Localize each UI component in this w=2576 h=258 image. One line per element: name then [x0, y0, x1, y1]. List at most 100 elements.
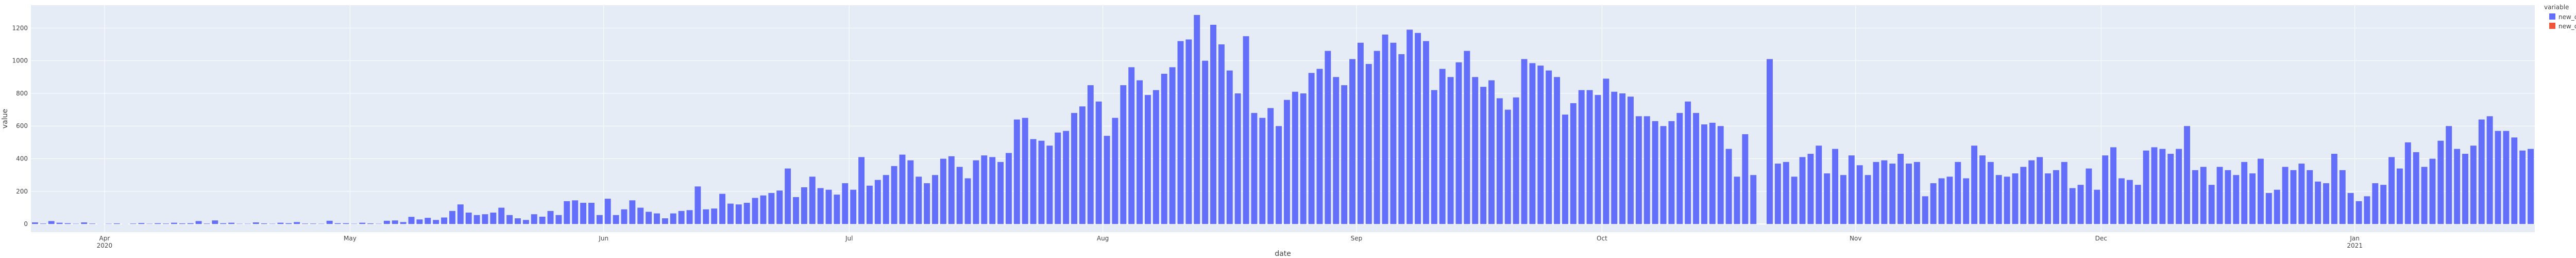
bar-new-cases[interactable] — [1161, 73, 1167, 224]
bar-new-cases[interactable] — [1267, 108, 1274, 224]
bar-new-cases[interactable] — [940, 158, 946, 224]
bar-new-cases[interactable] — [1079, 106, 1086, 224]
bar-new-cases[interactable] — [531, 214, 537, 224]
bar-new-cases[interactable] — [825, 189, 832, 224]
bar-new-cases[interactable] — [1799, 157, 1806, 224]
bar-new-cases[interactable] — [2404, 142, 2411, 224]
bar-new-cases[interactable] — [1660, 126, 1667, 224]
bar-new-cases[interactable] — [1562, 115, 1568, 224]
bar-new-cases[interactable] — [588, 203, 595, 224]
bar-new-cases[interactable] — [604, 199, 611, 224]
bar-new-cases[interactable] — [1120, 85, 1127, 224]
bar-new-cases[interactable] — [1128, 67, 1135, 224]
bar-new-cases[interactable] — [261, 223, 267, 224]
bar-new-cases[interactable] — [171, 222, 177, 224]
bar-new-cases[interactable] — [1464, 51, 1470, 224]
bar-new-cases[interactable] — [1455, 62, 1462, 224]
bar-new-cases[interactable] — [416, 219, 423, 224]
bar-new-cases[interactable] — [1185, 39, 1192, 224]
bar-new-cases[interactable] — [1226, 70, 1233, 224]
bar-new-cases[interactable] — [2012, 173, 2019, 224]
bar-new-cases[interactable] — [2470, 146, 2477, 224]
bar-new-cases[interactable] — [743, 203, 750, 224]
bar-new-cases[interactable] — [654, 213, 660, 224]
bar-new-cases[interactable] — [2061, 162, 2067, 224]
bar-new-cases[interactable] — [2037, 157, 2043, 224]
bar-new-cases[interactable] — [2159, 149, 2166, 224]
bar-new-cases[interactable] — [2004, 176, 2010, 224]
bar-new-cases[interactable] — [1496, 98, 1503, 224]
bar-new-cases[interactable] — [1513, 97, 1519, 224]
bar-new-cases[interactable] — [2478, 119, 2485, 224]
bar-new-cases[interactable] — [858, 157, 865, 224]
bar-new-cases[interactable] — [2413, 152, 2419, 224]
bar-new-cases[interactable] — [1546, 70, 1552, 224]
bar-new-cases[interactable] — [367, 223, 374, 224]
bar-new-cases[interactable] — [441, 217, 448, 224]
bar-new-cases[interactable] — [1922, 196, 1928, 224]
bar-new-cases[interactable] — [1906, 164, 1912, 224]
bar-new-cases[interactable] — [727, 203, 734, 224]
bar-new-cases[interactable] — [924, 183, 930, 224]
bar-new-cases[interactable] — [490, 213, 497, 224]
bar-new-cases[interactable] — [1889, 164, 1896, 224]
bar-new-cases[interactable] — [621, 209, 628, 224]
bar-new-cases[interactable] — [2462, 154, 2468, 224]
bar-new-cases[interactable] — [155, 223, 161, 224]
bar-new-cases[interactable] — [1554, 77, 1561, 224]
bar-new-cases[interactable] — [2192, 170, 2198, 224]
bar-new-cases[interactable] — [498, 207, 505, 224]
bar-new-cases[interactable] — [964, 178, 971, 224]
bar-new-cases[interactable] — [1276, 126, 1282, 224]
bar-new-cases[interactable] — [2396, 168, 2403, 224]
bar-new-cases[interactable] — [302, 223, 309, 224]
bar-new-cases[interactable] — [1783, 162, 1789, 224]
bar-new-cases[interactable] — [580, 203, 587, 224]
bar-new-cases[interactable] — [310, 223, 316, 224]
bar-new-cases[interactable] — [383, 220, 390, 224]
bar-new-cases[interactable] — [1938, 178, 1945, 224]
bar-new-cases[interactable] — [1824, 173, 1831, 224]
bar-new-cases[interactable] — [220, 223, 227, 224]
bar-new-cases[interactable] — [1840, 175, 1846, 224]
bar-new-cases[interactable] — [1447, 77, 1454, 224]
bar-new-cases[interactable] — [2274, 189, 2280, 224]
bar-new-cases[interactable] — [1357, 42, 1364, 224]
bar-new-cases[interactable] — [40, 223, 46, 224]
bar-new-cases[interactable] — [1169, 67, 1176, 224]
bar-new-cases[interactable] — [1300, 93, 1307, 224]
bar-new-cases[interactable] — [163, 223, 170, 224]
bar-new-cases[interactable] — [457, 204, 464, 224]
bar-new-cases[interactable] — [1055, 132, 1061, 224]
bar-new-cases[interactable] — [2053, 170, 2059, 224]
bar-new-cases[interactable] — [1030, 139, 1037, 224]
bar-new-cases[interactable] — [2364, 196, 2370, 224]
bar-new-cases[interactable] — [2225, 170, 2231, 224]
bar-new-cases[interactable] — [2503, 131, 2510, 224]
bar-new-cases[interactable] — [1807, 154, 1814, 224]
bar-new-cases[interactable] — [1521, 59, 1528, 224]
bar-new-cases[interactable] — [1095, 101, 1102, 224]
bar-new-cases[interactable] — [1668, 121, 1675, 224]
bar-new-cases[interactable] — [2315, 181, 2321, 224]
bar-new-cases[interactable] — [1930, 183, 1937, 224]
legend-item-new-cases[interactable]: new_cases — [2549, 13, 2576, 21]
bar-new-cases[interactable] — [1570, 103, 1577, 224]
bar-new-cases[interactable] — [1742, 134, 1749, 224]
bar-new-cases[interactable] — [1210, 24, 1216, 224]
bar-new-cases[interactable] — [1955, 162, 1961, 224]
bar-new-cases[interactable] — [2045, 173, 2051, 224]
bar-new-cases[interactable] — [1194, 14, 1200, 224]
bar-new-cases[interactable] — [1578, 90, 1585, 224]
bar-new-cases[interactable] — [711, 208, 718, 224]
bar-new-cases[interactable] — [1979, 155, 1986, 224]
bar-new-cases[interactable] — [2372, 183, 2379, 224]
bar-new-cases[interactable] — [932, 175, 938, 224]
bar-new-cases[interactable] — [1734, 176, 1740, 224]
bar-new-cases[interactable] — [2331, 154, 2337, 224]
bar-new-cases[interactable] — [2511, 137, 2518, 224]
bar-new-cases[interactable] — [294, 222, 300, 224]
bar-new-cases[interactable] — [2151, 147, 2158, 224]
bar-new-cases[interactable] — [2028, 160, 2035, 224]
bar-new-cases[interactable] — [1422, 41, 1429, 224]
